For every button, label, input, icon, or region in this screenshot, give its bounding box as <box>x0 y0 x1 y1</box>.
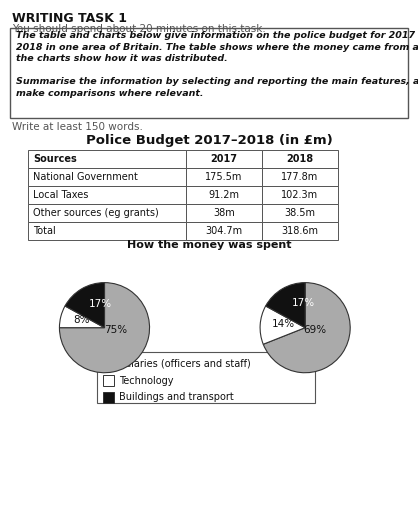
Bar <box>103 358 114 369</box>
Text: Technology: Technology <box>119 375 173 386</box>
Text: Buildings and transport: Buildings and transport <box>119 393 234 402</box>
Text: 17%: 17% <box>89 299 112 309</box>
Text: 2018: 2018 <box>286 154 314 164</box>
Bar <box>262 168 338 186</box>
Bar <box>28 204 186 222</box>
Text: the charts show how it was distributed.: the charts show how it was distributed. <box>16 54 228 63</box>
Text: You should spend about 20 minutes on this task.: You should spend about 20 minutes on thi… <box>12 24 266 34</box>
Text: Summarise the information by selecting and reporting the main features, and: Summarise the information by selecting a… <box>16 77 418 86</box>
Text: 17%: 17% <box>291 298 314 308</box>
Bar <box>186 150 262 168</box>
Wedge shape <box>59 283 150 373</box>
Text: The table and charts below give information on the police budget for 2017 and: The table and charts below give informat… <box>16 31 418 40</box>
Bar <box>103 375 114 386</box>
Bar <box>28 168 186 186</box>
Text: Total: Total <box>33 226 56 236</box>
Wedge shape <box>263 283 350 373</box>
Text: 38m: 38m <box>213 208 235 218</box>
Text: 2017: 2017 <box>211 154 237 164</box>
Wedge shape <box>266 283 305 328</box>
Text: make comparisons where relevant.: make comparisons where relevant. <box>16 89 204 97</box>
Wedge shape <box>59 306 104 328</box>
Bar <box>97 352 315 403</box>
Bar <box>262 186 338 204</box>
Text: 14%: 14% <box>272 319 295 329</box>
Text: 318.6m: 318.6m <box>281 226 319 236</box>
Text: 175.5m: 175.5m <box>205 172 243 182</box>
Wedge shape <box>65 283 104 328</box>
Text: 304.7m: 304.7m <box>205 226 242 236</box>
Text: 38.5m: 38.5m <box>285 208 316 218</box>
Text: 177.8m: 177.8m <box>281 172 319 182</box>
Bar <box>103 392 114 403</box>
Text: Sources: Sources <box>33 154 77 164</box>
Text: Police Budget 2017–2018 (in £m): Police Budget 2017–2018 (in £m) <box>86 134 332 147</box>
Bar <box>186 222 262 240</box>
Text: 75%: 75% <box>104 325 127 335</box>
Text: Local Taxes: Local Taxes <box>33 190 88 200</box>
Text: Other sources (eg grants): Other sources (eg grants) <box>33 208 159 218</box>
Bar <box>262 222 338 240</box>
Text: WRITING TASK 1: WRITING TASK 1 <box>12 12 127 25</box>
Text: 102.3m: 102.3m <box>281 190 319 200</box>
Text: 2018 in one area of Britain. The table shows where the money came from and: 2018 in one area of Britain. The table s… <box>16 42 418 52</box>
Text: 2017: 2017 <box>79 324 115 337</box>
Bar <box>28 186 186 204</box>
FancyBboxPatch shape <box>10 28 408 118</box>
Bar <box>28 222 186 240</box>
Text: 8%: 8% <box>73 314 89 325</box>
Text: Write at least 150 words.: Write at least 150 words. <box>12 122 143 132</box>
Wedge shape <box>260 306 305 344</box>
Text: National Government: National Government <box>33 172 138 182</box>
Bar <box>186 168 262 186</box>
Bar <box>186 186 262 204</box>
Text: 69%: 69% <box>303 325 326 335</box>
Bar <box>28 150 186 168</box>
Bar <box>262 150 338 168</box>
Bar <box>262 204 338 222</box>
Text: 91.2m: 91.2m <box>209 190 240 200</box>
Text: How the money was spent: How the money was spent <box>127 240 291 250</box>
Text: 2018: 2018 <box>293 324 329 337</box>
Bar <box>186 204 262 222</box>
Text: Salaries (officers and staff): Salaries (officers and staff) <box>119 358 251 369</box>
